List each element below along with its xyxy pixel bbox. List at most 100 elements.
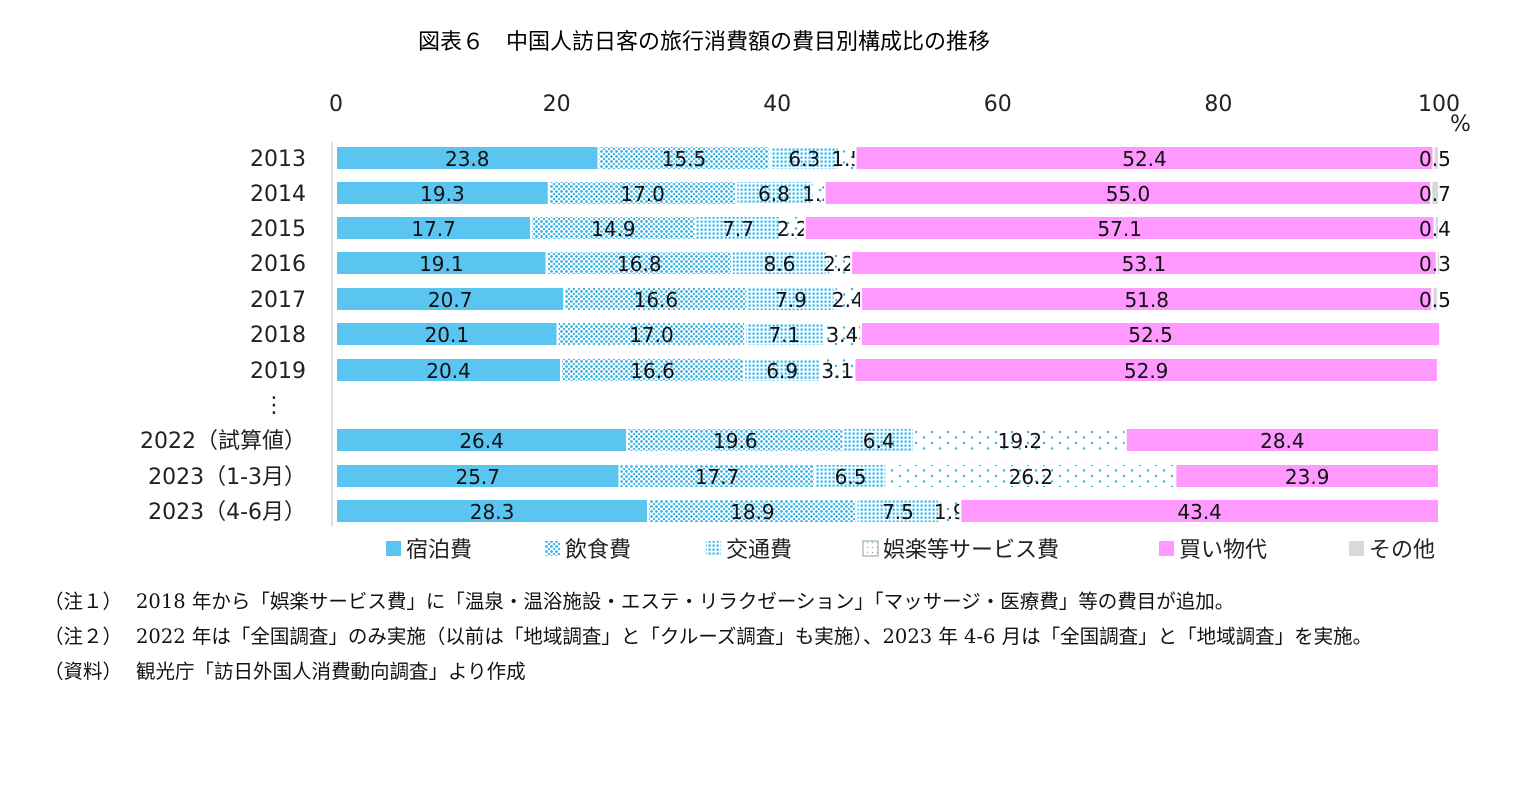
value-label: 17.7: [695, 465, 740, 489]
value-label: 28.3: [470, 500, 515, 524]
x-tick-label: 60: [984, 92, 1012, 117]
category-label: 2017: [250, 288, 306, 313]
value-label: 0.4: [1419, 217, 1451, 241]
value-label: 7.5: [882, 500, 914, 524]
bar-segment-2: [530, 215, 697, 241]
bar-row-2017: 20.7 16.6 7.9 2.4 51.8 0.5: [335, 286, 1451, 312]
note-2-label: （注２）: [44, 625, 123, 648]
x-axis-ticks: 0 20 40 60 80 100: [329, 92, 1460, 117]
value-label: 2.2: [777, 217, 809, 241]
value-label: 16.6: [634, 288, 679, 312]
value-label: 6.4: [863, 429, 895, 453]
bar-row-2015: 17.7 14.9 7.7 2.2 57.1 0.4: [335, 215, 1451, 241]
value-label: 20.4: [426, 359, 471, 383]
legend-label: 飲食費: [565, 538, 631, 563]
legend-label: 買い物代: [1179, 538, 1267, 563]
bar-segment-3: [694, 215, 782, 241]
bar-segment-4: [825, 250, 853, 276]
bar-row-2019: 20.4 16.6 6.9 3.1 52.9: [335, 357, 1439, 383]
value-label: 7.1: [768, 323, 800, 347]
bar-segment-1: [335, 498, 650, 524]
bar-segment-1: [335, 463, 621, 489]
value-label: 57.1: [1097, 217, 1142, 241]
x-tick-label: 40: [763, 92, 791, 117]
bar-row-2014: 19.3 17.0 6.8 1.2 55.0 0.7: [335, 180, 1451, 206]
category-label: 2013: [250, 147, 306, 172]
legend-label: その他: [1369, 538, 1435, 563]
x-tick-label: 0: [329, 92, 343, 117]
value-label: 6.8: [758, 182, 790, 206]
legend-swatch: [1159, 541, 1174, 556]
bar-segment-1: [335, 357, 563, 383]
value-label: 55.0: [1106, 182, 1151, 206]
value-label: 53.1: [1122, 252, 1167, 276]
category-label: 2016: [250, 252, 306, 277]
bar-segment-6: [1435, 250, 1442, 276]
value-label: 26.2: [1009, 465, 1054, 489]
x-tick-label: 80: [1204, 92, 1232, 117]
bar-segment-6: [1433, 215, 1441, 241]
bar-segment-5: [854, 145, 1435, 171]
note-1-label: （注１）: [44, 590, 123, 613]
bar-row-2018: 20.1 17.0 7.1 3.4 52.5: [335, 321, 1442, 347]
bar-segment-5: [860, 321, 1442, 347]
value-label: 20.1: [425, 323, 470, 347]
value-label: 6.5: [835, 465, 867, 489]
value-label: 14.9: [591, 217, 636, 241]
value-label: 6.9: [766, 359, 798, 383]
note-2: （注２） 2022 年は「全国調査」のみ実施（以前は「地域調査」と「クルーズ調査…: [44, 623, 1514, 650]
category-label: 2019: [250, 359, 306, 384]
bar-segment-1: [335, 250, 548, 276]
bar-segment-6: [1430, 180, 1441, 206]
value-label: 2.2: [823, 252, 855, 276]
value-label: 43.4: [1177, 500, 1222, 524]
value-label: 0.5: [1419, 147, 1451, 171]
legend: 宿泊費 飲食費 交通費 娯楽等サービス費 買い物代 その他: [386, 538, 1435, 563]
bar-segment-2: [560, 357, 746, 383]
note-3: （資料） 観光庁「訪日外国人消費動向調査」より作成: [44, 658, 1514, 685]
value-label: 2.4: [832, 288, 864, 312]
value-label: 17.0: [620, 182, 665, 206]
value-label: 23.8: [445, 147, 490, 171]
legend-item-2: 飲食費: [545, 538, 631, 563]
legend-swatch: [862, 540, 879, 557]
value-label: 7.7: [722, 217, 754, 241]
bar-segment-1: [335, 321, 559, 347]
value-label: 23.9: [1285, 465, 1330, 489]
bar-segment-2: [563, 286, 749, 312]
legend-swatch: [545, 541, 560, 556]
category-labels: 2013 2014 2015 2016 2017 2018 2019 2022（試算値） 202…: [140, 147, 306, 525]
value-label: 17.7: [411, 217, 456, 241]
bar-segment-2: [597, 145, 771, 171]
bar-segment-3: [813, 463, 888, 489]
bar-segment-3: [768, 145, 840, 171]
bar-row-2013: 23.8 15.5 6.3 1.5 52.4 0.5: [335, 145, 1451, 171]
legend-swatch: [1349, 541, 1364, 556]
bar-segment-1: [335, 286, 566, 312]
bar-segment-2: [547, 180, 738, 206]
bar-segment-5: [959, 498, 1440, 524]
value-label: 19.3: [420, 182, 465, 206]
category-label: 2022（試算値）: [140, 429, 306, 454]
category-label: 2023（1-3月）: [148, 465, 306, 490]
x-tick-label: 100: [1418, 92, 1460, 117]
bar-segment-5: [860, 286, 1434, 312]
category-label: 2018: [250, 323, 306, 348]
legend-label: 交通費: [726, 538, 792, 563]
bar-segment-4: [885, 463, 1177, 489]
legend-swatch: [706, 541, 721, 556]
value-label: 7.9: [775, 288, 807, 312]
ellipsis-mark: ⋮: [263, 393, 285, 418]
legend-item-1: 宿泊費: [386, 538, 472, 563]
bar-segment-3: [743, 357, 822, 383]
bar-row-2023-1-3: 25.7 17.7 6.5 26.2 23.9: [335, 463, 1441, 489]
bar-segment-5: [853, 357, 1439, 383]
bar-segment-6: [1431, 286, 1439, 312]
value-label: 51.8: [1124, 288, 1169, 312]
category-label: 2014: [250, 182, 306, 207]
value-label: 28.4: [1260, 429, 1305, 453]
legend-label: 宿泊費: [406, 538, 472, 563]
bar-segment-1: [335, 427, 629, 453]
value-label: 19.2: [998, 429, 1043, 453]
value-label: 52.9: [1124, 359, 1169, 383]
